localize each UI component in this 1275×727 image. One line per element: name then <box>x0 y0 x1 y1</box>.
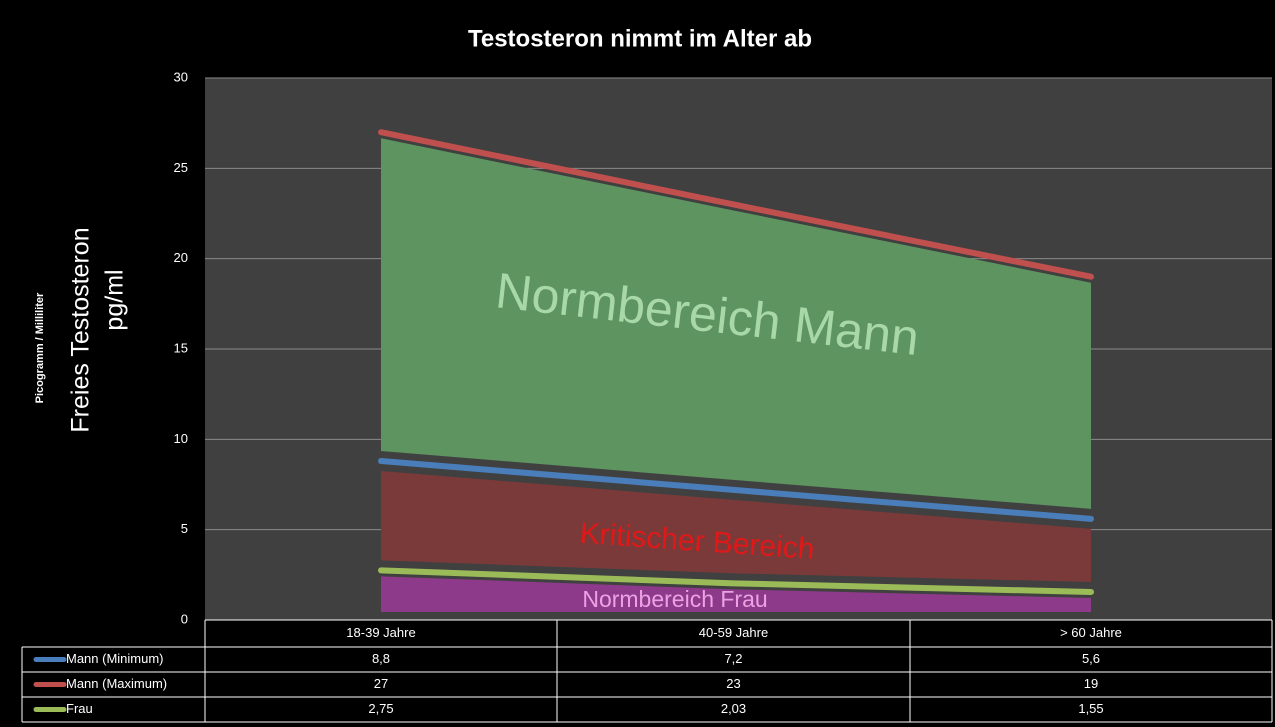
y-tick-label: 25 <box>174 160 188 175</box>
x-tick-label: 18-39 Jahre <box>346 625 415 640</box>
series-line <box>378 129 1094 280</box>
data-label: 2,75 <box>368 701 393 716</box>
data-label: 8,8 <box>372 651 390 666</box>
range-band <box>381 471 1091 582</box>
y-tick-label: 10 <box>174 431 188 446</box>
y-tick-label: 5 <box>181 521 188 536</box>
data-label: 7,2 <box>724 651 742 666</box>
range-band <box>381 138 1091 509</box>
data-label: 1,55 <box>1078 701 1103 716</box>
y-tick-label: 0 <box>181 611 188 626</box>
series-line <box>378 458 1094 522</box>
data-table: 18-39 Jahre 40-59 Jahre > 60 Jahre Mann (Mi… <box>21 619 1273 723</box>
y-tick-label: 15 <box>174 340 188 355</box>
y-axis-subtitle: Picogramm / Milliliter <box>34 292 46 403</box>
legend-label: Mann (Maximum) <box>66 676 167 691</box>
y-tick-label: 30 <box>174 69 188 84</box>
legend-label: Frau <box>66 701 93 716</box>
range-band <box>381 576 1091 612</box>
data-label: 2,03 <box>721 701 746 716</box>
chart-title: Testosteron nimmt im Alter ab <box>468 25 812 52</box>
x-tick-label: 40-59 Jahre <box>699 625 768 640</box>
x-tick-label: > 60 Jahre <box>1060 625 1122 640</box>
y-axis-title: pg/ml <box>101 269 129 330</box>
data-label: 19 <box>1084 676 1098 691</box>
data-label: 27 <box>374 676 388 691</box>
data-label: 5,6 <box>1082 651 1100 666</box>
annotation: Normbereich Frau <box>582 586 767 612</box>
y-tick-label: 20 <box>174 250 188 265</box>
series-line <box>378 567 1094 595</box>
data-label: 23 <box>726 676 740 691</box>
legend-label: Mann (Minimum) <box>66 651 164 666</box>
y-axis-title: Freies Testosteron <box>67 227 95 432</box>
